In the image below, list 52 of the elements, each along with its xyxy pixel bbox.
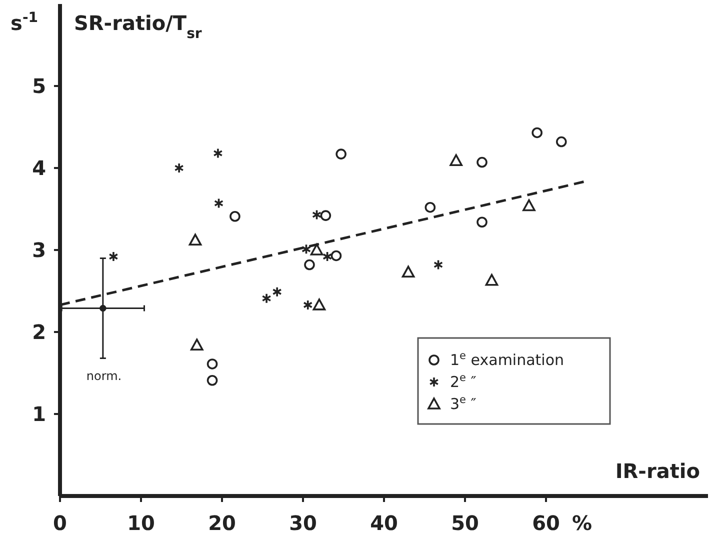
legend-label: 1$^{e}$ examination xyxy=(450,350,564,369)
x-axis-title: IR-ratio xyxy=(615,459,700,483)
y-tick-label: 2 xyxy=(32,320,46,344)
point xyxy=(402,266,415,278)
point xyxy=(322,251,332,262)
point xyxy=(485,274,498,286)
point xyxy=(312,298,326,310)
point xyxy=(108,251,118,262)
point xyxy=(206,374,218,386)
point xyxy=(303,300,313,310)
x-tick-label: 50 xyxy=(451,511,479,535)
point xyxy=(262,292,272,304)
point xyxy=(213,148,223,159)
point xyxy=(424,202,436,213)
x-tick-label: 20 xyxy=(208,511,236,535)
point xyxy=(320,210,332,221)
point xyxy=(214,198,224,209)
text: s$^{-1}$ xyxy=(10,10,38,35)
y-axis-title: SR-ratio/T$_{sr}$ xyxy=(74,11,202,42)
y-tick-label: 5 xyxy=(32,74,46,98)
point xyxy=(450,154,462,166)
point xyxy=(336,148,346,160)
point xyxy=(272,286,282,298)
point xyxy=(556,136,567,148)
x-tick-label: 30 xyxy=(289,511,317,535)
point xyxy=(174,162,184,174)
x-tick-label: 40 xyxy=(370,511,398,535)
point xyxy=(190,338,204,351)
point xyxy=(206,358,218,370)
x-tick-label: 10 xyxy=(127,511,155,535)
x-tick-label: 60 xyxy=(532,511,560,535)
annotation: norm. xyxy=(86,369,122,383)
point xyxy=(312,209,322,220)
point xyxy=(100,304,106,312)
point xyxy=(230,210,240,222)
legend-label: 3$^{e}$ ″ xyxy=(450,394,477,413)
point xyxy=(304,259,315,270)
point xyxy=(476,216,488,228)
y-tick-label: 3 xyxy=(32,238,46,262)
point xyxy=(522,199,536,212)
point xyxy=(301,244,312,255)
x-tick-label: 0 xyxy=(53,511,67,535)
legend-label: 2$^{e}$ ″ xyxy=(450,372,477,391)
point xyxy=(188,234,202,246)
y-tick-label: 1 xyxy=(32,402,46,426)
point xyxy=(433,259,444,270)
point xyxy=(532,127,542,138)
point xyxy=(476,156,488,168)
text: % xyxy=(572,511,592,535)
point xyxy=(310,244,324,256)
point xyxy=(330,250,342,262)
y-tick-label: 4 xyxy=(32,156,46,180)
